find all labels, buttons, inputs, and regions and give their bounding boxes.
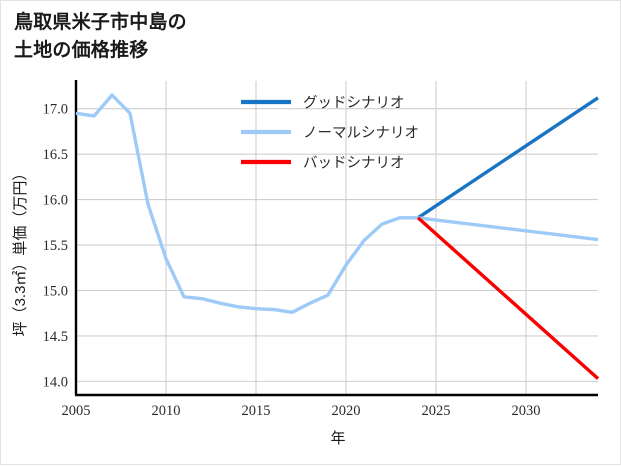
y-tick-label: 16.0: [43, 193, 68, 209]
x-tick-label: 2030: [512, 403, 541, 419]
legend-label: バッドシナリオ: [303, 156, 405, 172]
y-tick-labels-group: 14.0 14.5 15.0 15.5 16.0 16.5 17.0: [43, 102, 68, 391]
x-tick-label: 2020: [332, 403, 361, 419]
x-tick-label: 2005: [62, 403, 91, 419]
y-tick-label: 15.5: [43, 238, 68, 254]
series-line: [417, 96, 599, 220]
legend-label: グッドシナリオ: [303, 95, 405, 112]
y-tick-label: 17.0: [43, 102, 68, 118]
y-tick-label: 16.5: [43, 147, 68, 163]
x-tick-label: 2025: [422, 403, 451, 419]
series-line: [416, 216, 600, 380]
y-axis-title: 坪（3.3㎡）単価（万円）: [12, 166, 29, 337]
legend-label: ノーマルシナリオ: [303, 126, 419, 142]
data-series-group: [75, 93, 600, 380]
x-axis-title: 年: [330, 430, 345, 447]
chart-title: 鳥取県米子市中島の 土地の価格推移: [14, 12, 187, 61]
series-line: [75, 93, 599, 314]
x-tick-label: 2015: [242, 403, 271, 419]
x-tick-label: 2010: [152, 403, 181, 419]
y-tick-label: 14.5: [43, 329, 68, 345]
axis-lines-group: [74, 80, 598, 397]
y-tick-label: 15.0: [43, 283, 68, 299]
y-tick-label: 14.0: [43, 374, 68, 390]
x-tick-labels-group: 2005 2010 2015 2020 2025 2030: [62, 403, 541, 419]
